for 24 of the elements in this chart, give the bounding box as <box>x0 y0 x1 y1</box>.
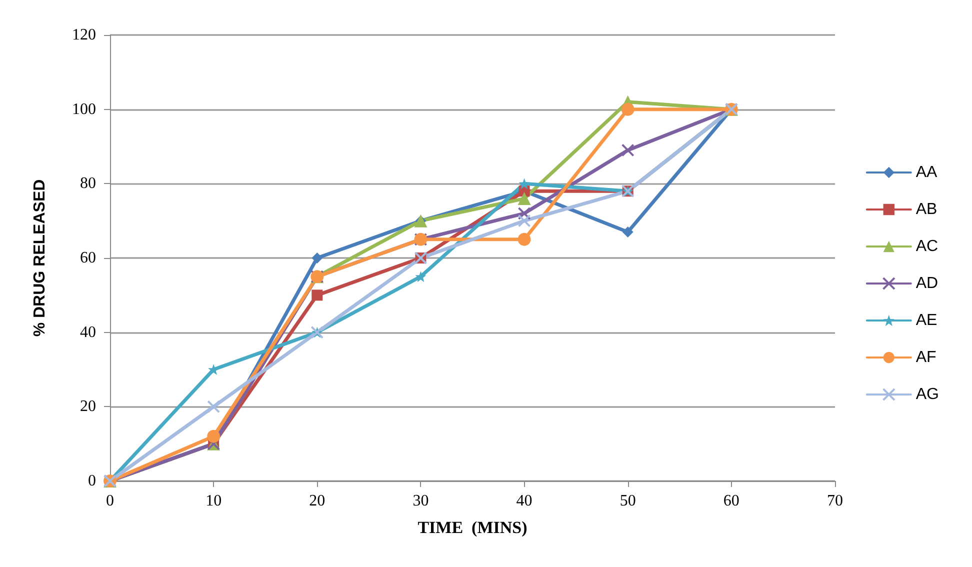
x-tick-label: 20 <box>309 492 326 510</box>
y-tick-label: 80 <box>80 175 96 192</box>
y-tick-label: 100 <box>72 100 96 118</box>
x-tick-label: 40 <box>516 492 532 510</box>
x-tick-label: 50 <box>620 492 636 510</box>
x-axis-title: TIME (MINS) <box>418 518 528 537</box>
legend-label: AA <box>916 164 938 181</box>
legend-label: AB <box>916 201 938 218</box>
x-tick-label: 30 <box>412 492 429 510</box>
legend-label: AF <box>916 349 937 366</box>
x-tick-label: 60 <box>723 492 740 510</box>
y-tick-label: 40 <box>80 324 96 341</box>
y-tick-label: 120 <box>72 26 96 44</box>
y-axis-title: % DRUG RELEASED <box>32 179 48 337</box>
x-tick-label: 0 <box>106 492 114 510</box>
legend-label: AD <box>916 275 938 292</box>
y-tick-label: 20 <box>80 398 96 416</box>
x-tick-label: 70 <box>827 492 843 510</box>
x-tick-label: 10 <box>206 492 222 510</box>
legend-label: AE <box>916 312 938 329</box>
y-tick-label: 0 <box>88 472 96 490</box>
legend-label: AC <box>916 238 938 255</box>
y-tick-label: 60 <box>80 250 96 266</box>
legend-label: AG <box>916 386 940 403</box>
